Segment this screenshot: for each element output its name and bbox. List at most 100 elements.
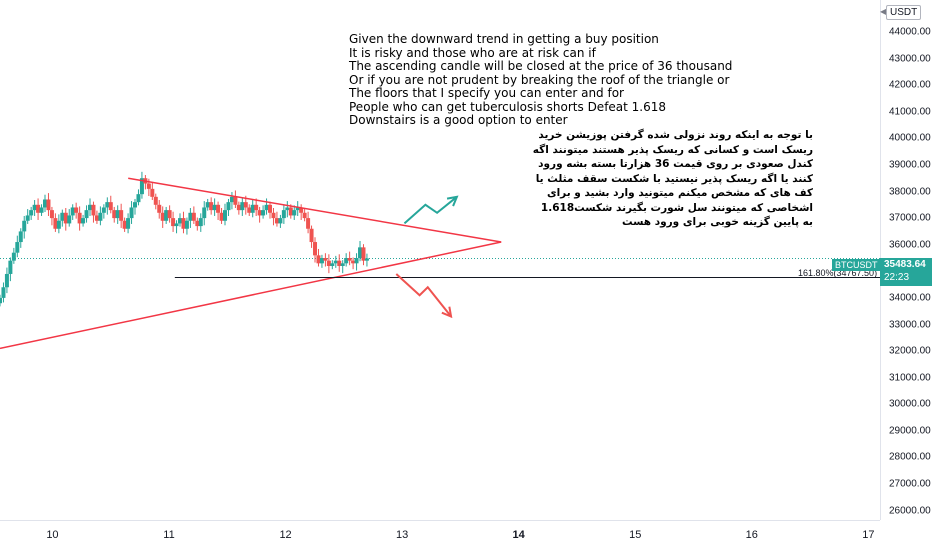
candle-body	[63, 212, 68, 224]
candle-body	[288, 207, 293, 216]
candle-body	[15, 242, 20, 253]
candle-body	[219, 212, 224, 221]
y-tick-label: 32000.00	[889, 345, 931, 357]
candle-body	[146, 183, 151, 189]
candle-body	[88, 204, 93, 211]
x-tick-label: 11	[163, 529, 175, 541]
last-price: 35483.64	[884, 259, 926, 270]
candle-body	[181, 218, 186, 229]
y-tick-label: 42000.00	[889, 79, 931, 91]
candle-body	[236, 204, 241, 211]
candle-body	[129, 207, 134, 219]
price-chart[interactable]	[0, 0, 880, 520]
last-price-label: 35483.64 22:23	[880, 258, 932, 286]
candle-body	[330, 263, 335, 266]
y-tick-label: 36000.00	[889, 239, 931, 251]
y-tick-label: 33000.00	[889, 319, 931, 330]
candle-body	[60, 212, 65, 221]
candle-body	[306, 218, 311, 229]
candle-body	[223, 210, 228, 221]
candle-body	[164, 210, 169, 221]
candle-body	[122, 220, 127, 229]
arrow-head	[446, 195, 459, 207]
annotation-english: Given the downward trend in getting a bu…	[349, 32, 733, 127]
x-tick-label: 15	[629, 529, 642, 541]
candle-body	[184, 220, 189, 229]
chevron-left-icon[interactable]: ◀	[880, 7, 887, 16]
y-tick-label: 38000.00	[889, 186, 931, 197]
candle-body	[11, 252, 16, 261]
candle-body	[285, 207, 290, 211]
candle-body	[195, 220, 200, 227]
candle-body	[354, 258, 359, 264]
candle-body	[115, 210, 120, 219]
candle-body	[226, 202, 231, 211]
chart-area[interactable]: Given the downward trend in getting a bu…	[0, 0, 881, 520]
candle-body	[157, 204, 162, 213]
triangle-trendline	[0, 241, 502, 350]
candle-body	[139, 178, 144, 195]
arrow-head	[441, 306, 453, 319]
candle-body	[160, 212, 165, 221]
y-tick-label: 28000.00	[889, 451, 931, 463]
candle-body	[274, 218, 279, 224]
candle-body	[43, 199, 48, 208]
candle-body	[326, 260, 331, 266]
y-tick-label: 30000.00	[889, 398, 931, 410]
y-tick-label: 29000.00	[889, 425, 931, 437]
candle-body	[358, 247, 363, 259]
currency-button[interactable]: USDT	[886, 5, 922, 20]
candle-body	[347, 258, 352, 261]
candle-body	[84, 210, 89, 219]
candle-body	[4, 273, 9, 288]
candle-body	[205, 202, 210, 208]
candle-body	[361, 247, 366, 261]
x-tick-label: 17	[862, 529, 875, 541]
candle-body	[25, 215, 30, 221]
candle-body	[313, 242, 318, 256]
candle-body	[150, 188, 155, 197]
arrow-up-icon	[403, 196, 458, 225]
candle-body	[295, 207, 300, 211]
time-axis[interactable]: 10 11 12 13 14 15 16 17	[0, 520, 880, 551]
candle-body	[281, 210, 286, 219]
candle-body	[202, 207, 207, 219]
candle-body	[302, 212, 307, 219]
candle-body	[18, 231, 23, 243]
symbol-tag: BTCUSDT	[832, 259, 881, 271]
x-tick-label: 16	[745, 529, 758, 541]
candle-body	[0, 297, 2, 304]
candle-body	[153, 196, 158, 205]
candle-body	[133, 202, 138, 208]
candle-body	[364, 258, 369, 261]
candle-body	[250, 204, 255, 213]
x-tick-label: 14	[512, 529, 525, 541]
candle-body	[309, 228, 314, 243]
candle-body	[74, 207, 79, 213]
triangle-trendline	[128, 177, 502, 243]
candle-body	[299, 207, 304, 213]
candle-body	[36, 204, 41, 213]
candle-body	[191, 212, 196, 221]
candle-body	[105, 202, 110, 208]
candle-body	[261, 210, 266, 216]
x-tick-label: 12	[279, 529, 292, 541]
candle-body	[22, 220, 27, 232]
candle-body	[81, 218, 86, 224]
candle-body	[136, 194, 141, 203]
y-tick-label: 39000.00	[889, 159, 931, 171]
y-tick-label: 34000.00	[889, 292, 931, 304]
candle-body	[271, 212, 276, 219]
candle-body	[91, 204, 96, 216]
y-tick-label: 44000.00	[889, 26, 931, 38]
candle-body	[101, 207, 106, 213]
candle-body	[53, 218, 58, 229]
candle-body	[233, 196, 238, 205]
candle-body	[167, 210, 172, 219]
candle-body	[77, 212, 82, 224]
x-tick-label: 10	[46, 529, 59, 541]
candle-body	[119, 210, 124, 221]
y-tick-label: 43000.00	[889, 53, 931, 65]
y-tick-label: 27000.00	[889, 478, 931, 490]
candle-body	[240, 202, 245, 211]
